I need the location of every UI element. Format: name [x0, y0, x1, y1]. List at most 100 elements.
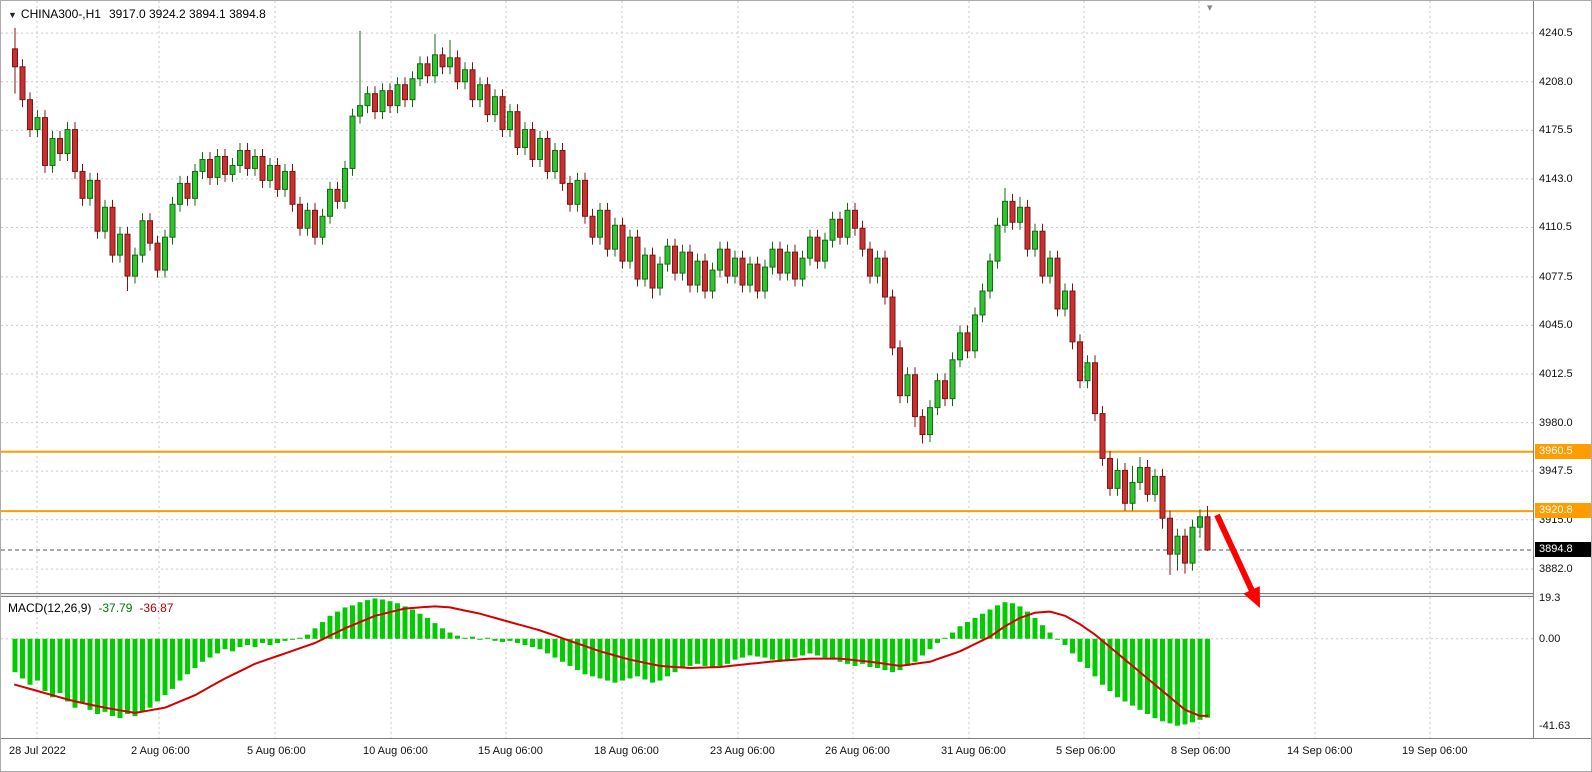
- candle: [499, 89, 506, 138]
- panel-separator[interactable]: [1, 593, 1533, 597]
- candle: [304, 202, 311, 236]
- candle: [162, 229, 168, 278]
- candle: [597, 202, 603, 245]
- macd-histogram-bar: [447, 632, 453, 639]
- chart-shift-marker-icon[interactable]: ▾: [1207, 2, 1213, 14]
- macd-histogram-bar: [335, 611, 340, 639]
- quote-overlay: ▼ CHINA300-,H1 3917.0 3924.2 3894.1 3894.8: [8, 7, 266, 21]
- macd-histogram-bar: [485, 637, 490, 639]
- macd-histogram-bar: [290, 638, 295, 640]
- macd-histogram-bar: [852, 638, 858, 666]
- candle: [1114, 458, 1121, 496]
- candle: [657, 256, 663, 296]
- candle: [604, 202, 611, 257]
- candle: [27, 92, 33, 138]
- macd-histogram-bar: [560, 638, 565, 662]
- macd-histogram-bar: [1077, 638, 1083, 662]
- candle: [1204, 505, 1211, 551]
- candle: [1167, 510, 1173, 576]
- candle: [514, 104, 521, 155]
- candle: [297, 196, 303, 236]
- candle: [462, 62, 468, 90]
- macd-histogram-bar: [965, 622, 970, 639]
- candle: [364, 86, 371, 114]
- macd-histogram-bar: [1092, 638, 1098, 677]
- candle: [1174, 528, 1181, 571]
- candle: [1054, 250, 1061, 317]
- candle: [709, 262, 716, 299]
- macd-panel[interactable]: [1, 597, 1533, 738]
- candle: [529, 122, 536, 167]
- candle: [507, 104, 513, 138]
- hline-price-tag[interactable]: 3960.5: [1535, 443, 1591, 459]
- macd-histogram-bar: [477, 638, 483, 640]
- time-axis-label: 5 Aug 06:00: [247, 745, 306, 757]
- candle: [679, 244, 686, 281]
- candle: [267, 157, 273, 188]
- macd-histogram-bar: [402, 606, 408, 639]
- macd-histogram-bar: [755, 638, 760, 657]
- price-axis[interactable]: 4240.5 4208.0 4175.5 4143.0 4110.5 4077.5 4045…: [1533, 1, 1591, 771]
- macd-histogram-bar: [770, 638, 775, 660]
- ohlc-quote-values: 3917.0 3924.2 3894.1 3894.8: [108, 7, 266, 21]
- macd-histogram-bar: [1152, 638, 1158, 719]
- candle: [319, 208, 326, 245]
- candle: [492, 89, 498, 123]
- macd-histogram-bar: [687, 638, 693, 666]
- candle: [1129, 465, 1136, 511]
- macd-histogram-bar: [342, 607, 348, 639]
- macd-histogram-bar: [200, 638, 205, 662]
- candle: [822, 232, 828, 269]
- macd-histogram-bar: [440, 628, 445, 639]
- macd-histogram-bar: [695, 638, 700, 664]
- macd-histogram-bar: [507, 638, 513, 641]
- candle: [1002, 187, 1008, 233]
- macd-histogram-bar: [995, 605, 1000, 639]
- main-chart-panel[interactable]: [1, 1, 1533, 593]
- macd-histogram-bar: [1107, 638, 1113, 691]
- macd-histogram-bar: [372, 598, 378, 639]
- macd-histogram-bar: [657, 638, 663, 681]
- candle: [814, 229, 821, 269]
- macd-histogram-bar: [875, 638, 880, 669]
- macd-histogram-bar: [515, 638, 520, 643]
- time-axis-label: 10 Aug 06:00: [363, 745, 428, 757]
- candle: [904, 367, 911, 404]
- candle: [634, 229, 641, 287]
- price-axis-label: 4110.5: [1539, 221, 1572, 234]
- macd-histogram-bar: [680, 638, 685, 669]
- macd-histogram-bar: [50, 638, 55, 698]
- candle: [229, 157, 236, 182]
- candle: [994, 217, 1001, 269]
- macd-histogram-bar: [552, 638, 558, 658]
- candle: [214, 149, 221, 185]
- time-axis[interactable]: 28 Jul 2022 2 Aug 06:00 5 Aug 06:00 10 Aug …: [1, 738, 1591, 771]
- price-axis-label: 4240.5: [1539, 27, 1573, 40]
- macd-histogram-bar: [740, 638, 745, 658]
- macd-histogram-bar: [1100, 638, 1105, 685]
- candle: [34, 110, 41, 138]
- macd-signal-value: -36.87: [139, 601, 174, 615]
- candle: [1009, 193, 1016, 230]
- candle: [109, 199, 116, 263]
- candle: [559, 143, 566, 191]
- macd-histogram-bar: [305, 634, 310, 639]
- candle: [1017, 196, 1023, 230]
- macd-indicator-label: MACD(12,26,9) -37.79 -36.87: [8, 601, 173, 615]
- hline-price-tag[interactable]: 3920.8: [1535, 503, 1591, 519]
- macd-histogram-bar: [65, 638, 70, 702]
- macd-histogram-bar: [1137, 638, 1143, 710]
- symbol-dropdown-icon[interactable]: ▼: [8, 10, 17, 20]
- macd-histogram-bar: [185, 638, 190, 675]
- macd-histogram-bar: [312, 628, 318, 639]
- candle: [409, 71, 416, 108]
- price-axis-label: 4045.0: [1539, 319, 1573, 332]
- macd-histogram-bar: [1085, 638, 1090, 669]
- candle: [897, 340, 903, 404]
- macd-histogram-bar: [807, 638, 813, 654]
- candle: [934, 373, 941, 416]
- candle: [799, 250, 806, 287]
- candle: [454, 50, 461, 90]
- macd-histogram-bar: [492, 638, 498, 641]
